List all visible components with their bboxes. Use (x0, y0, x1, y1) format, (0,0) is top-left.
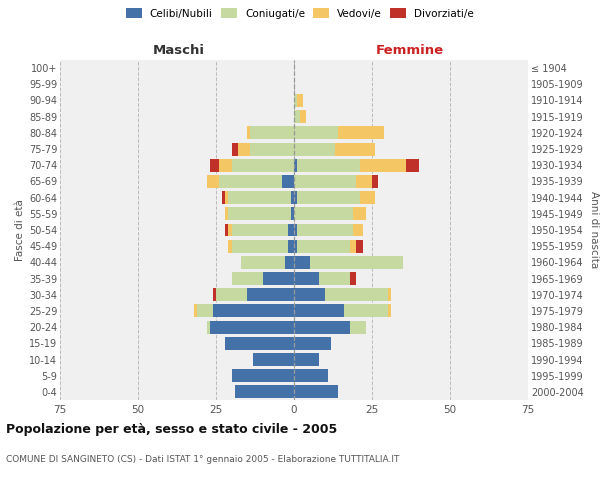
Y-axis label: Fasce di età: Fasce di età (14, 199, 25, 261)
Bar (297, 224, 353, 236)
Bar (250, 142, 294, 156)
Bar (206, 320, 210, 334)
Bar (388, 288, 391, 301)
Bar (226, 337, 294, 350)
Bar (297, 240, 350, 252)
Bar (216, 288, 247, 301)
Legend: Celibi/Nubili, Coniugati/e, Vedovi/e, Divorziati/e: Celibi/Nubili, Coniugati/e, Vedovi/e, Di… (123, 5, 477, 21)
Bar (356, 240, 362, 252)
Bar (253, 353, 294, 366)
Bar (294, 272, 319, 285)
Bar (229, 240, 232, 252)
Bar (250, 126, 294, 140)
Bar (294, 337, 331, 350)
Bar (294, 386, 338, 398)
Bar (359, 191, 375, 204)
Bar (235, 386, 294, 398)
Bar (247, 126, 250, 140)
Bar (194, 304, 197, 318)
Y-axis label: Anni di nascita: Anni di nascita (589, 192, 599, 268)
Bar (232, 240, 288, 252)
Bar (206, 175, 219, 188)
Bar (294, 208, 353, 220)
Bar (294, 369, 328, 382)
Bar (291, 208, 294, 220)
Bar (406, 159, 419, 172)
Bar (294, 175, 356, 188)
Bar (213, 304, 294, 318)
Bar (291, 191, 294, 204)
Bar (229, 208, 291, 220)
Bar (297, 191, 359, 204)
Bar (344, 304, 388, 318)
Bar (226, 208, 229, 220)
Bar (353, 224, 362, 236)
Bar (294, 110, 300, 123)
Bar (372, 175, 378, 188)
Bar (232, 224, 288, 236)
Bar (222, 191, 226, 204)
Bar (232, 272, 263, 285)
Bar (294, 224, 297, 236)
Bar (297, 94, 304, 107)
Bar (350, 320, 366, 334)
Bar (226, 224, 229, 236)
Bar (319, 272, 350, 285)
Bar (232, 142, 238, 156)
Bar (350, 240, 356, 252)
Bar (232, 159, 294, 172)
Bar (294, 126, 338, 140)
Bar (350, 272, 356, 285)
Bar (197, 304, 213, 318)
Bar (335, 142, 375, 156)
Bar (294, 320, 350, 334)
Bar (297, 159, 359, 172)
Bar (213, 288, 216, 301)
Bar (294, 353, 319, 366)
Bar (247, 288, 294, 301)
Bar (219, 159, 232, 172)
Bar (294, 256, 310, 269)
Bar (263, 272, 294, 285)
Bar (338, 126, 385, 140)
Bar (210, 159, 219, 172)
Bar (232, 369, 294, 382)
Bar (219, 175, 281, 188)
Text: Popolazione per età, sesso e stato civile - 2005: Popolazione per età, sesso e stato civil… (6, 422, 337, 436)
Bar (310, 256, 403, 269)
Bar (238, 142, 250, 156)
Bar (325, 288, 388, 301)
Bar (229, 191, 291, 204)
Bar (226, 191, 229, 204)
Text: COMUNE DI SANGINETO (CS) - Dati ISTAT 1° gennaio 2005 - Elaborazione TUTTITALIA.: COMUNE DI SANGINETO (CS) - Dati ISTAT 1°… (6, 455, 400, 464)
Bar (294, 191, 297, 204)
Bar (288, 224, 294, 236)
Bar (281, 175, 294, 188)
Bar (241, 256, 284, 269)
Bar (388, 304, 391, 318)
Bar (294, 288, 325, 301)
Bar (359, 159, 406, 172)
Bar (210, 320, 294, 334)
Bar (356, 175, 372, 188)
Bar (288, 240, 294, 252)
Bar (284, 256, 294, 269)
Bar (229, 224, 232, 236)
Text: Femmine: Femmine (376, 44, 443, 57)
Bar (294, 304, 344, 318)
Bar (294, 94, 297, 107)
Bar (300, 110, 307, 123)
Bar (294, 142, 335, 156)
Bar (353, 208, 366, 220)
Text: Maschi: Maschi (152, 44, 205, 57)
Bar (294, 159, 297, 172)
Bar (294, 240, 297, 252)
